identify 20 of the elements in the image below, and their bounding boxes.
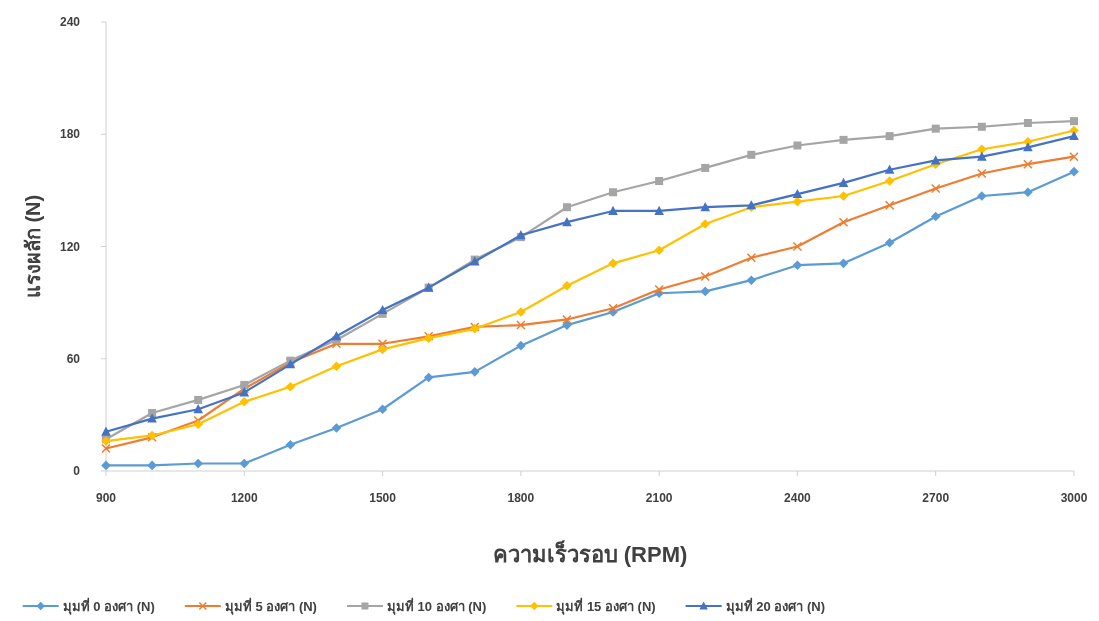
x-tick-label: 1200 — [230, 491, 258, 505]
x-tick-label: 2700 — [922, 491, 950, 505]
legend-label: มุมที่ 10 องศา (N) — [386, 597, 487, 615]
y-axis-title: แรงผลัก (N) — [22, 194, 44, 299]
x-tick-label: 900 — [95, 491, 117, 505]
y-tick-label: 60 — [66, 351, 81, 366]
x-tick-label: 2400 — [784, 491, 812, 505]
y-tick-label: 240 — [59, 15, 81, 29]
x-tick-label: 1500 — [369, 491, 397, 505]
legend-label: มุมที่ 15 องศา (N) — [556, 597, 656, 615]
x-tick-label: 3000 — [1060, 491, 1088, 505]
x-axis-title: ความเร็วรอบ (RPM) — [492, 540, 688, 567]
y-tick-label: 180 — [59, 127, 81, 142]
legend-label: มุมที่ 5 องศา (N) — [224, 597, 317, 615]
legend-label: มุมที่ 20 องศา (N) — [725, 597, 825, 615]
x-tick-label: 2100 — [645, 491, 673, 505]
y-tick-label: 0 — [73, 464, 81, 478]
legend-label: มุมที่ 0 องศา (N) — [62, 597, 155, 615]
y-tick-label: 120 — [59, 239, 81, 254]
x-tick-label: 1800 — [507, 491, 535, 505]
